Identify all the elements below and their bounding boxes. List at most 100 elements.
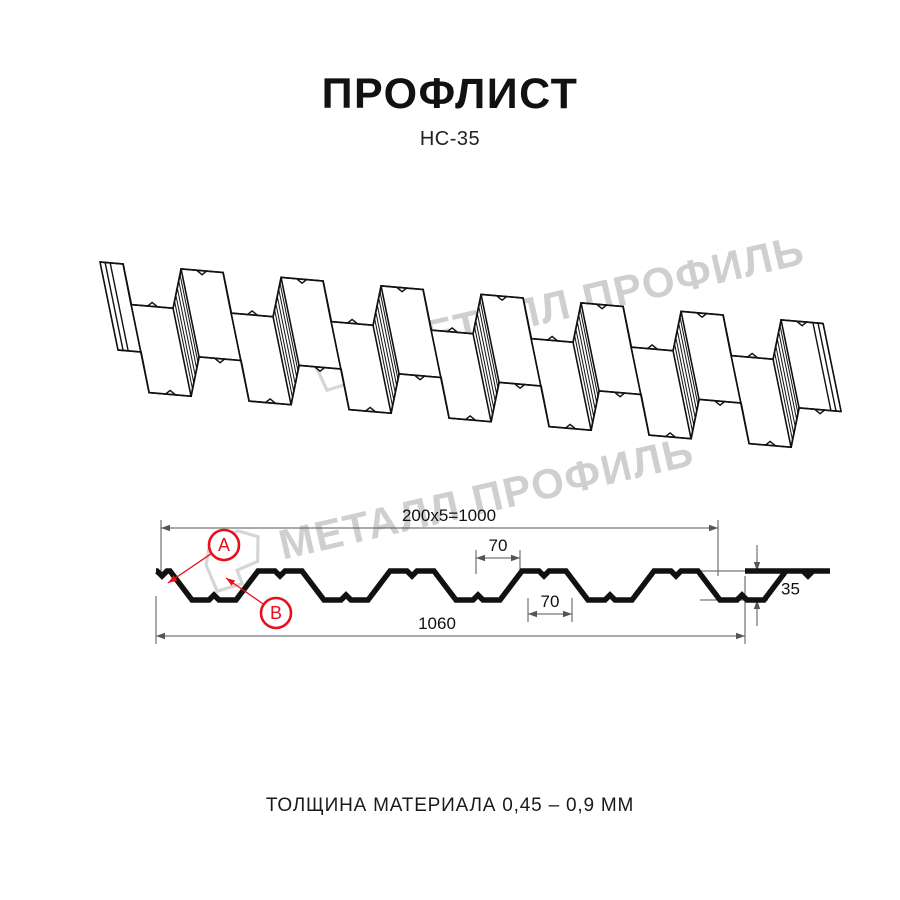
- iso-seam-line: [278, 289, 298, 378]
- iso-seam-line: [428, 317, 448, 407]
- iso-rib: [196, 270, 208, 276]
- iso-face: [99, 261, 143, 353]
- callout-leader-line: [225, 577, 265, 605]
- iso-rib: [414, 375, 426, 381]
- watermark-text-lower: МЕТАЛЛ ПРОФИЛЬ: [274, 427, 698, 568]
- iso-edge-line: [817, 323, 837, 412]
- iso-rib: [564, 423, 576, 429]
- iso-seam-line: [574, 335, 594, 424]
- dimension-arrow: [511, 554, 520, 562]
- iso-face: [172, 268, 200, 397]
- dimension-label-crest-width-top: 70: [489, 536, 508, 555]
- iso-seam-line: [279, 282, 299, 371]
- iso-face: [730, 354, 793, 449]
- iso-seam-line: [325, 294, 345, 383]
- dimension-arrow: [563, 610, 572, 618]
- iso-seam-line: [729, 349, 749, 439]
- iso-seam-line: [426, 310, 446, 399]
- iso-seam-line: [429, 324, 449, 413]
- iso-face: [372, 285, 400, 414]
- iso-seam-line: [575, 328, 595, 417]
- iso-seam-line: [324, 288, 344, 377]
- iso-seam-line: [674, 343, 694, 432]
- iso-seam-line: [476, 313, 496, 402]
- iso-face: [672, 311, 700, 439]
- iso-seam-line: [578, 314, 598, 403]
- callout-bubble: [207, 528, 241, 562]
- iso-seam-line: [725, 328, 745, 417]
- brand-logo-icon: [313, 328, 370, 393]
- iso-rib: [496, 295, 508, 302]
- dimension-arrow: [736, 632, 745, 640]
- iso-rib: [164, 389, 176, 395]
- iso-seam-line: [379, 291, 399, 380]
- iso-seam-line: [724, 322, 744, 411]
- callout-bubble: [259, 596, 293, 630]
- dimension-arrow: [156, 632, 165, 640]
- iso-face: [430, 329, 493, 423]
- iso-rib: [514, 383, 526, 390]
- iso-rib: [546, 335, 558, 341]
- dimension-arrow: [476, 554, 485, 562]
- iso-seam-line: [776, 338, 796, 427]
- iso-rib: [814, 409, 826, 415]
- iso-rib: [214, 358, 226, 364]
- iso-seam-line: [526, 319, 546, 408]
- iso-seam-line: [378, 297, 398, 386]
- iso-seam-line: [228, 300, 248, 390]
- iso-seam-line: [229, 307, 249, 396]
- callout-label: A: [218, 535, 230, 555]
- iso-rib: [646, 344, 658, 350]
- material-thickness-note: ТОЛЩИНА МАТЕРИАЛА 0,45 – 0,9 ММ: [265, 795, 635, 816]
- iso-seam-line: [274, 309, 294, 398]
- iso-rib: [614, 392, 626, 398]
- iso-seam-line: [524, 305, 544, 394]
- iso-seam-line: [528, 326, 548, 415]
- iso-seam-line: [576, 321, 596, 410]
- iso-rib: [464, 415, 476, 421]
- dimension-label-profile-height: 35: [781, 579, 800, 598]
- iso-seam-line: [376, 304, 396, 393]
- iso-seam-line: [626, 327, 646, 416]
- iso-seam-line: [726, 336, 746, 425]
- dimension-arrow: [753, 600, 761, 609]
- iso-seam-line: [628, 334, 648, 424]
- callout-b: B: [225, 577, 293, 630]
- dimension-pitch-total: [161, 524, 718, 532]
- iso-seam-line: [425, 303, 445, 392]
- callout-a: A: [167, 528, 241, 584]
- iso-seam-line: [129, 298, 149, 388]
- witness-lines: [155, 520, 768, 644]
- iso-face: [772, 319, 800, 448]
- iso-face: [580, 302, 643, 396]
- callout-leader-line: [167, 552, 212, 584]
- iso-rib: [146, 301, 158, 307]
- iso-seam-line: [775, 345, 795, 434]
- iso-rib: [364, 406, 376, 412]
- iso-seam-line: [728, 343, 748, 432]
- dimension-label-valley-width-bottom: 70: [541, 592, 560, 611]
- iso-edge-line: [812, 323, 832, 412]
- iso-back-outline: [117, 349, 842, 449]
- iso-face: [522, 297, 550, 427]
- iso-face: [272, 277, 300, 405]
- iso-face: [330, 320, 393, 415]
- page-title: ПРОФЛИСТ: [321, 70, 579, 118]
- callout-arrowhead: [226, 578, 236, 586]
- iso-edge-line: [109, 261, 129, 351]
- dimension-overall-width: [156, 632, 745, 640]
- iso-rib: [596, 304, 608, 310]
- iso-rib: [446, 327, 458, 333]
- iso-face: [722, 314, 750, 444]
- iso-seam-line: [276, 296, 296, 385]
- dimension-valley-width-bottom: [528, 610, 572, 618]
- iso-rib: [346, 318, 358, 324]
- iso-rib: [314, 366, 326, 373]
- iso-seam-line: [525, 311, 545, 400]
- iso-seam-line: [625, 320, 645, 409]
- iso-seam-line: [174, 301, 194, 390]
- iso-seam-line: [479, 299, 499, 388]
- iso-face: [780, 319, 843, 413]
- iso-seam-line: [624, 313, 644, 402]
- iso-front-outline: [99, 261, 824, 361]
